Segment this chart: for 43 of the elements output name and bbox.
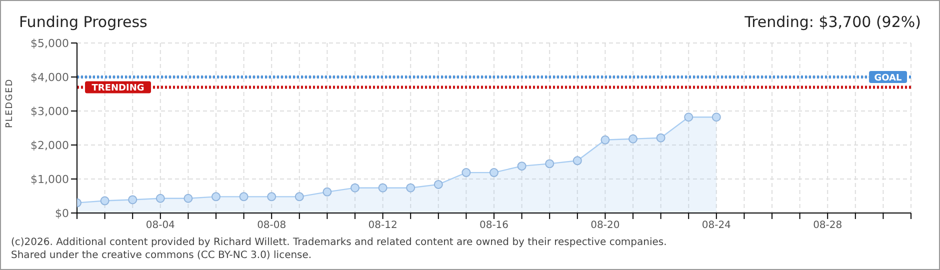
point — [156, 194, 165, 203]
point — [517, 162, 526, 171]
y-axis-title: PLEDGED — [5, 78, 16, 128]
point — [406, 183, 416, 192]
point — [322, 187, 332, 196]
point — [684, 112, 694, 122]
point — [545, 159, 554, 168]
point — [600, 135, 610, 144]
point — [100, 196, 110, 206]
ref-line-label: GOAL — [874, 74, 902, 84]
point — [572, 156, 582, 166]
y-tick-label: $0 — [55, 206, 69, 220]
y-tick-label: $5,000 — [30, 36, 69, 50]
x-tick-label: 08-12 — [368, 220, 398, 232]
point — [350, 183, 360, 192]
text: Trending: $3,700 (92%) — [744, 13, 921, 31]
x-tick-label: 08-16 — [479, 220, 509, 232]
point — [628, 134, 638, 144]
y-tick-label: $1,000 — [30, 172, 69, 186]
y-tick-label: $4,000 — [30, 70, 69, 84]
ref-line-label: TRENDING — [92, 84, 144, 94]
point — [294, 192, 304, 202]
point — [212, 192, 220, 202]
point — [128, 195, 138, 204]
x-tick-label: 08-04 — [146, 220, 175, 232]
point — [239, 192, 248, 202]
x-tick-label: 08-24 — [702, 220, 731, 232]
point — [462, 168, 471, 178]
text: Shared under the creative commons (CC BY-NC 3.0) license. — [11, 250, 312, 261]
chart-title: Funding Progress — [19, 13, 148, 31]
point — [267, 192, 276, 202]
point — [378, 183, 388, 192]
x-tick-label: 08-08 — [257, 220, 286, 232]
point — [712, 112, 721, 122]
x-tick-label: 08-20 — [590, 220, 620, 232]
point — [490, 168, 498, 178]
point — [656, 133, 666, 142]
y-tick-label: $3,000 — [30, 104, 69, 118]
point — [184, 194, 193, 203]
text: (c)2026. Additional content provided by Richard Willett. Trademarks and related content are owned by their respective companies. — [11, 237, 667, 248]
point — [434, 180, 443, 189]
x-tick-label: 08-28 — [813, 220, 842, 232]
y-tick-label: $2,000 — [30, 138, 69, 152]
